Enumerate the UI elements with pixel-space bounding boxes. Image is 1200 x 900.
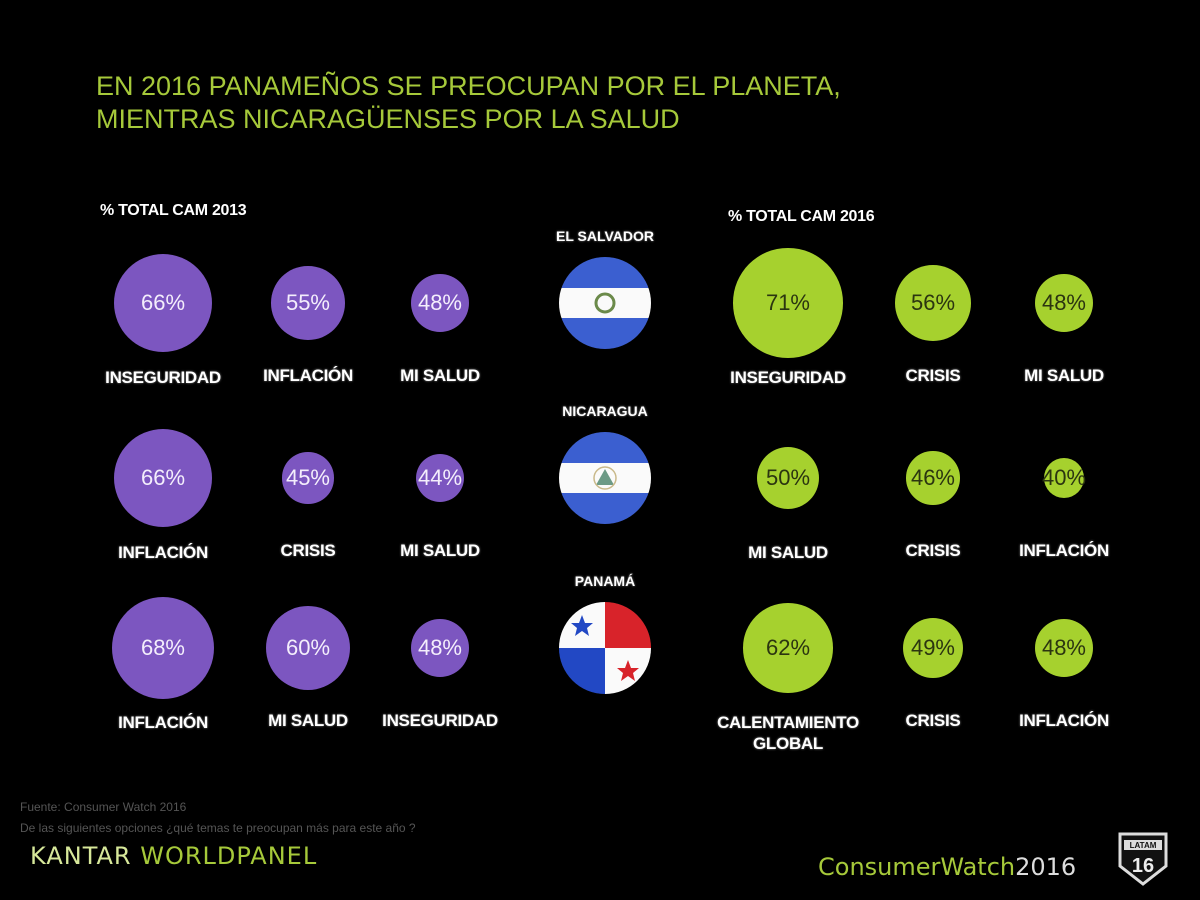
bubble-label: CRISIS [905,541,961,560]
bubble-y2013-2: 44% [415,453,465,503]
slide-title: EN 2016 PANAMEÑOS SE PREOCUPAN POR EL PL… [96,70,841,136]
bubble-y2013-0: 66% [113,253,213,353]
bubble-label: CRISIS [280,541,336,560]
bubble-y2013-0: 66% [113,428,213,528]
bubble-label: INFLACIÓN [263,366,353,385]
cw-year: 2016 [1015,853,1077,881]
bubble-y2016-1: 46% [906,451,960,505]
worldpanel-text: WORLDPANEL [140,842,318,870]
bubble-y2016-2: 48% [1035,274,1093,332]
bubble-y2013-2: 48% [411,274,469,332]
question-note: De las siguientes opciones ¿qué temas te… [20,821,416,835]
bubble-label: MI SALUD [1024,366,1104,385]
bubble-label: INFLACIÓN [118,713,208,732]
source-note: Fuente: Consumer Watch 2016 [20,800,187,814]
bubble-label: INSEGURIDAD [105,368,221,387]
bubble-label: CALENTAMIENTO GLOBAL [717,713,859,753]
kantar-worldpanel-logo: KANTAR WORLDPANEL [30,842,317,870]
badge-top: LATAM [1130,841,1157,850]
bubble-y2016-1: 49% [902,617,964,679]
latam-badge-icon: LATAM 16 [1118,832,1168,886]
bubble-y2013-0: 68% [111,596,215,700]
bubble-label: MI SALUD [748,543,828,562]
bubble-label: CRISIS [905,366,961,385]
bubble-y2016-0: 71% [733,248,843,358]
bubble-label: INSEGURIDAD [382,711,498,730]
country-name: NICARAGUA [562,403,648,419]
bubble-label: CRISIS [905,711,961,730]
title-line-2: MIENTRAS NICARAGÜENSES POR LA SALUD [96,104,680,134]
country-name: EL SALVADOR [555,228,654,244]
panel-label-2013: % TOTAL CAM 2013 [100,202,247,219]
bubble-label: MI SALUD [400,541,480,560]
bubble-y2016-1: 56% [895,265,971,341]
badge-num: 16 [1132,855,1154,877]
country-name: PANAMÁ [574,573,636,589]
bubble-label: MI SALUD [268,711,348,730]
bubble-label: MI SALUD [400,366,480,385]
cw-text: ConsumerWatch [818,853,1016,881]
bubble-label: INFLACIÓN [1019,711,1109,730]
bubble-label: INFLACIÓN [118,543,208,562]
bubble-y2013-2: 48% [411,619,469,677]
kantar-text: KANTAR [30,842,141,870]
bubble-y2013-1: 55% [271,266,345,340]
bubble-y2013-1: 60% [265,605,351,691]
bubble-label: INSEGURIDAD [730,368,846,387]
nicaragua-flag-icon [559,432,651,524]
panama-flag-icon [559,602,651,694]
bubble-label: INFLACIÓN [1019,541,1109,560]
bubble-y2013-1: 45% [282,452,334,504]
el-salvador-flag-icon [559,257,651,349]
title-line-1: EN 2016 PANAMEÑOS SE PREOCUPAN POR EL PL… [96,71,841,101]
bubble-y2016-2: 48% [1035,619,1093,677]
consumerwatch-logo: ConsumerWatch2016 [818,853,1076,881]
bubble-y2016-0: 50% [756,446,820,510]
panel-label-2016: % TOTAL CAM 2016 [728,208,875,225]
bubble-y2016-2: 40% [1042,458,1086,498]
bubble-y2016-0: 62% [743,603,833,693]
